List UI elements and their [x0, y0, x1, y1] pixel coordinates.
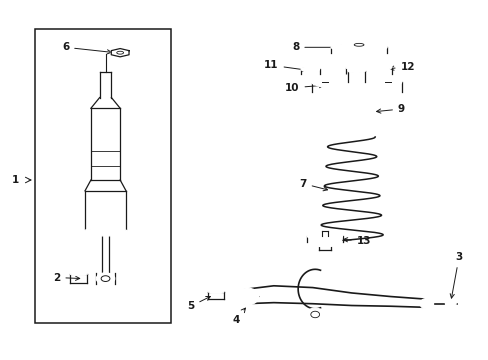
Ellipse shape	[307, 233, 342, 240]
Text: 6: 6	[62, 42, 111, 54]
Ellipse shape	[345, 63, 391, 72]
Text: 13: 13	[343, 236, 370, 246]
Text: 2: 2	[53, 273, 80, 283]
Ellipse shape	[330, 48, 386, 58]
Ellipse shape	[240, 292, 253, 301]
Ellipse shape	[311, 75, 401, 89]
Text: 11: 11	[264, 60, 306, 72]
Ellipse shape	[82, 228, 128, 236]
Ellipse shape	[301, 66, 319, 72]
Text: 9: 9	[376, 104, 404, 114]
Ellipse shape	[307, 237, 342, 247]
Ellipse shape	[235, 288, 258, 305]
Ellipse shape	[330, 43, 386, 51]
Polygon shape	[111, 49, 129, 57]
Text: 4: 4	[232, 308, 245, 325]
Ellipse shape	[445, 301, 455, 307]
Text: 1: 1	[12, 175, 19, 185]
Ellipse shape	[349, 110, 367, 114]
Ellipse shape	[347, 68, 365, 73]
Ellipse shape	[70, 272, 87, 276]
Text: 3: 3	[449, 252, 462, 298]
Ellipse shape	[96, 273, 115, 284]
Text: 7: 7	[299, 179, 327, 191]
Ellipse shape	[301, 71, 319, 78]
Ellipse shape	[306, 308, 324, 321]
Ellipse shape	[208, 290, 224, 294]
Ellipse shape	[336, 108, 380, 116]
Text: 10: 10	[285, 83, 323, 93]
Text: 8: 8	[291, 42, 345, 52]
Text: 5: 5	[187, 297, 210, 311]
Ellipse shape	[419, 298, 434, 309]
Bar	[35, 30, 171, 323]
Ellipse shape	[345, 69, 391, 80]
Ellipse shape	[311, 84, 401, 101]
Text: 12: 12	[389, 62, 414, 72]
